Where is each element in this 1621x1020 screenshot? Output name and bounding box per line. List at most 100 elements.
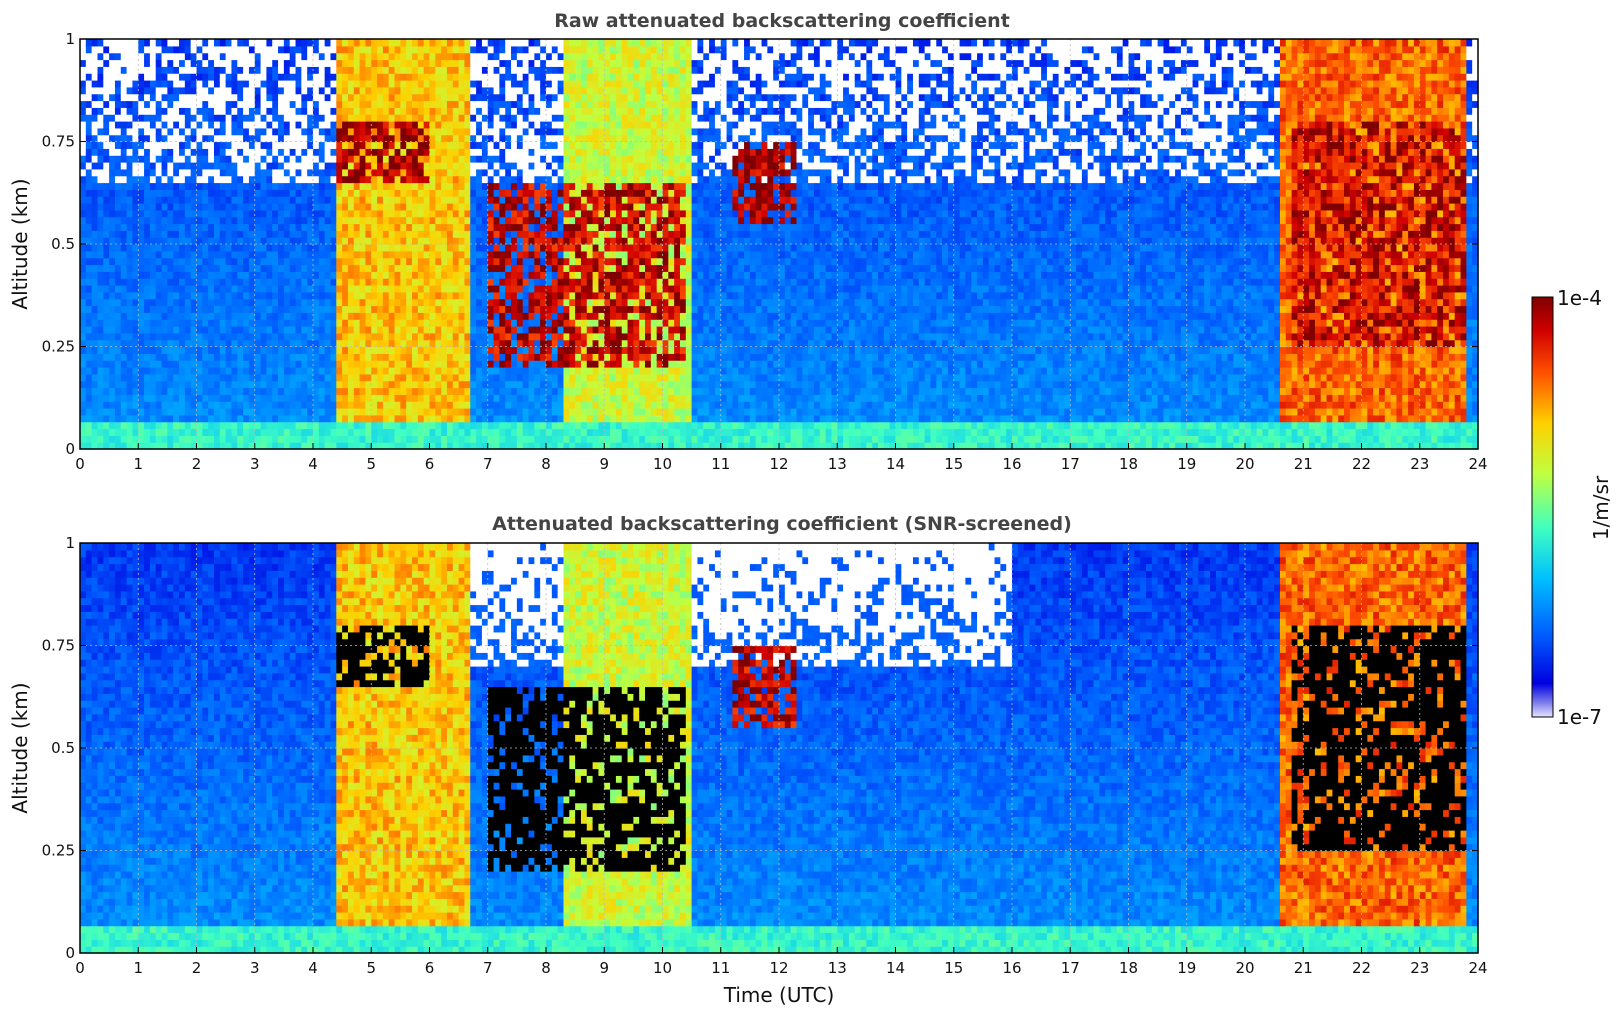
panel-raw-cell [493,66,500,74]
panel-raw-cell [505,339,512,348]
panel-raw-cell [557,421,565,430]
panel-raw-cell [429,230,436,238]
panel-raw-cell [167,93,174,102]
panel-raw-cell [371,332,378,341]
panel-raw-cell [278,312,285,320]
panel-raw-cell [446,114,454,122]
panel-raw-cell [400,148,407,156]
panel-raw-cell [260,298,267,307]
panel-raw-cell [91,257,99,266]
panel-raw-cell [546,244,553,252]
panel-raw-cell [487,442,495,450]
panel-raw-cell [149,203,157,211]
panel-raw-cell [109,367,116,375]
panel-raw-cell [505,414,512,423]
panel-raw-cell [371,428,378,436]
panel-raw-cell [336,148,343,156]
panel-raw-cell [295,216,302,225]
panel-raw-cell [173,332,180,341]
panel-raw-cell [138,353,145,361]
panel-raw-cell [231,278,238,286]
panel-raw-cell [208,264,215,272]
panel-raw-cell [330,278,337,286]
panel-raw-cell [318,223,326,231]
panel-raw-cell [307,162,314,170]
panel-raw-cell [167,428,174,436]
panel-raw-cell [342,428,349,436]
panel-raw-cell [167,244,174,252]
panel-raw-cell [318,305,326,313]
panel-raw-cell [371,264,378,272]
panel-raw-cell [534,203,541,211]
panel-raw-cell [278,442,285,450]
panel-raw-cell [103,326,110,334]
panel-raw-cell [231,353,238,361]
panel-raw-cell [97,127,104,136]
panel-raw-cell [546,196,553,204]
panel-raw-cell [179,80,186,88]
panel-raw-cell [260,421,267,430]
panel-raw-cell [184,141,192,149]
panel-raw-cell [365,408,372,416]
panel-raw-cell [388,353,396,361]
panel-raw-cell [441,59,448,67]
panel-raw-cell [80,360,87,368]
panel-raw-cell [184,380,192,389]
panel-raw-cell [400,298,407,307]
panel-raw-cell [219,421,227,430]
panel-raw-cell [388,66,396,74]
panel-raw-cell [231,155,238,163]
panel-raw-cell [522,196,530,204]
panel-raw-cell [546,59,553,67]
panel-raw-cell [149,367,157,375]
panel-raw-cell [365,394,372,402]
panel-raw-cell [324,216,332,225]
panel-raw-cell [307,39,314,47]
panel-raw-cell [208,380,215,389]
panel-raw-cell [243,421,250,430]
panel-raw-cell [278,401,285,409]
panel-raw-cell [103,339,110,348]
panel-raw-cell [342,80,349,88]
panel-raw-cell [219,80,227,88]
panel-raw-cell [336,59,343,67]
panel-raw-cell [429,278,436,286]
panel-raw-cell [132,257,139,266]
panel-raw-cell [132,127,139,136]
panel-raw-cell [528,189,535,197]
panel-raw-cell [225,373,233,382]
panel-raw-cell [132,86,139,95]
panel-raw-cell [499,319,506,327]
panel-raw-cell [464,203,471,211]
panel-raw-cell [103,175,110,184]
panel-raw-cell [481,298,489,307]
panel-raw-cell [272,134,279,143]
panel-raw-cell [202,442,209,450]
panel-raw-cell [91,223,99,231]
panel-raw-cell [481,428,489,436]
panel-raw-cell [353,66,361,74]
panel-raw-cell [470,114,477,122]
panel-raw-cell [493,230,500,238]
panel-raw-cell [540,59,547,67]
panel-raw-cell [371,387,378,395]
panel-raw-cell [528,428,535,436]
panel-raw-cell [534,244,541,252]
panel-raw-cell [120,414,128,423]
panel-raw-cell [324,414,332,423]
panel-raw-cell [534,86,541,95]
panel-raw-cell [307,244,314,252]
panel-raw-cell [540,428,547,436]
panel-raw-cell [103,39,110,47]
panel-raw-cell [208,244,215,252]
panel-raw-cell [80,148,87,156]
panel-raw-cell [417,373,425,382]
panel-raw-cell [377,298,384,307]
panel-raw-cell [371,93,378,102]
panel-raw-cell [80,278,87,286]
panel-raw-cell [557,107,565,115]
panel-raw-cell [260,230,267,238]
panel-raw-cell [452,285,460,293]
panel-raw-cell [353,421,361,430]
panel-raw-cell [534,264,541,272]
